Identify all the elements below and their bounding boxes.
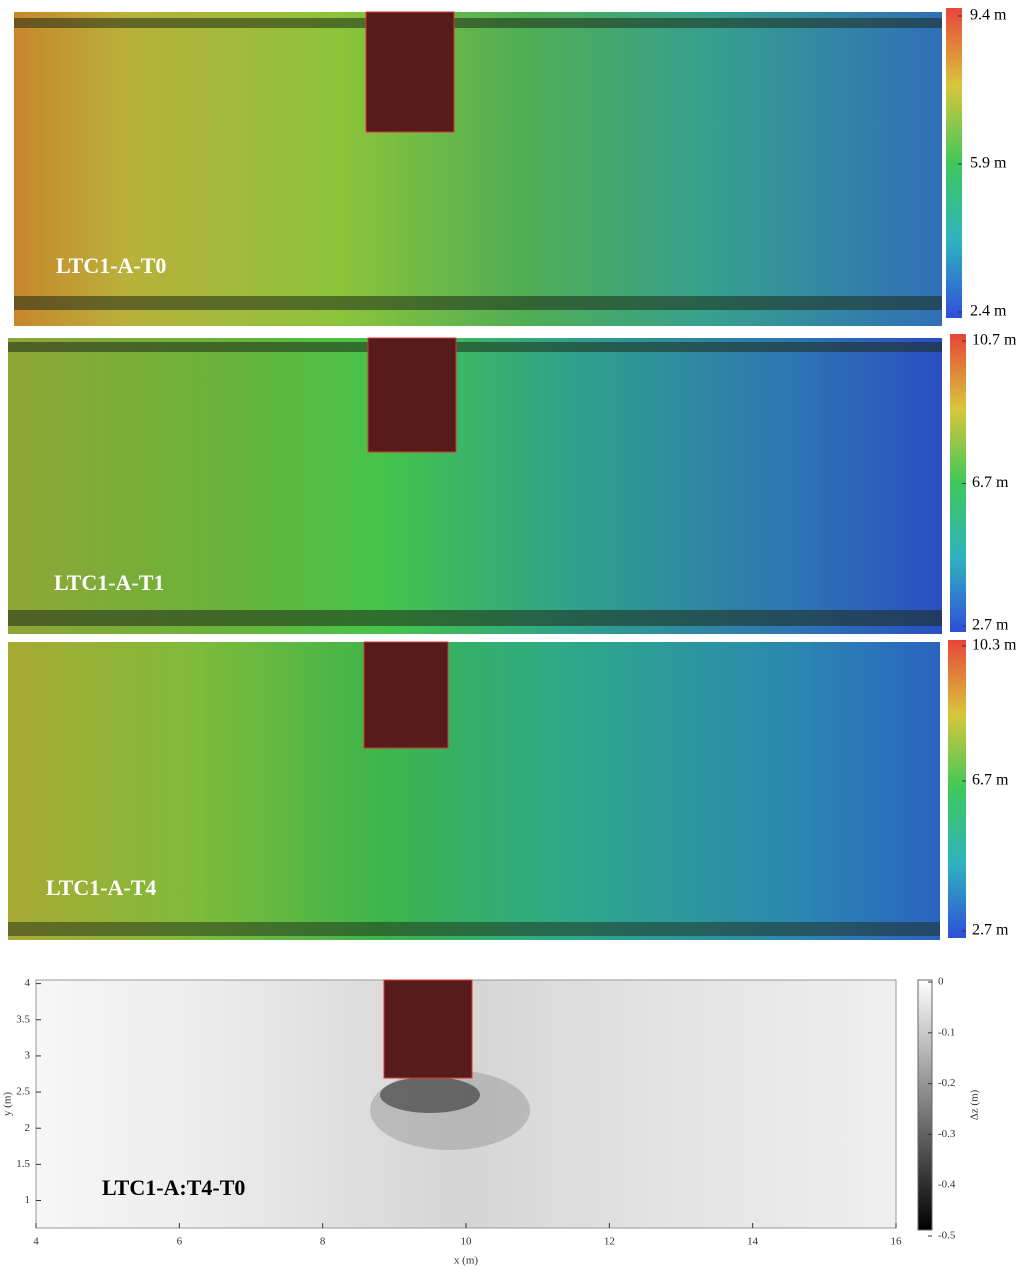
- x-tick-label: 16: [891, 1236, 903, 1248]
- y-tick-label: 1: [25, 1194, 31, 1206]
- edge-band: [8, 342, 942, 352]
- colorbar-tick-label: -0.1: [938, 1026, 955, 1038]
- structure: [384, 980, 472, 1078]
- y-tick-label: 2.5: [16, 1086, 30, 1098]
- y-tick-label: 2: [25, 1122, 31, 1134]
- colorbar-tick-label: 6.7 m: [972, 474, 1009, 491]
- edge-band: [14, 296, 942, 310]
- colorbar-tick-label: 2.4 m: [970, 303, 1007, 320]
- colorbar-tick-label: 9.4 m: [970, 7, 1007, 24]
- erosion-patch: [380, 1077, 480, 1113]
- structure: [368, 338, 456, 452]
- y-tick-label: 4: [25, 977, 31, 989]
- structure: [364, 642, 448, 748]
- y-axis-label: y (m): [2, 1092, 14, 1116]
- colorbar-tick-label: 10.7 m: [972, 332, 1017, 349]
- y-tick-label: 3.5: [16, 1013, 30, 1025]
- x-axis-label: x (m): [454, 1255, 478, 1267]
- edge-band: [14, 18, 942, 28]
- elevation-map: [14, 12, 942, 326]
- panel-label: LTC1-A-T0: [56, 253, 166, 278]
- structure: [366, 12, 454, 132]
- x-tick-label: 4: [33, 1236, 39, 1248]
- x-tick-label: 14: [747, 1236, 759, 1248]
- x-tick-label: 6: [177, 1236, 183, 1248]
- edge-band: [8, 610, 942, 626]
- colorbar-tick-label: -0.4: [938, 1179, 956, 1191]
- edge-band: [8, 922, 940, 936]
- x-tick-label: 8: [320, 1236, 326, 1248]
- panel-label: LTC1-A:T4-T0: [102, 1175, 245, 1200]
- colorbar-tick-label: -0.5: [938, 1230, 956, 1242]
- colorbar-tick-label: 2.7 m: [972, 617, 1009, 634]
- colorbar-tick-label: -0.2: [938, 1077, 955, 1089]
- colorbar: [918, 980, 932, 1230]
- figure: LTC1-A-T0 LTC1-A-T1 LTC1-A-T4 LTC1-A:T4-…: [0, 0, 1031, 1270]
- x-tick-label: 12: [604, 1236, 615, 1248]
- x-tick-label: 10: [461, 1236, 473, 1248]
- colorbar-tick-label: 2.7 m: [972, 922, 1009, 939]
- colorbar-tick-label: 6.7 m: [972, 772, 1009, 789]
- colorbar: [948, 640, 966, 938]
- panel-label: LTC1-A-T1: [54, 570, 164, 595]
- colorbar: [946, 8, 962, 318]
- colorbar-tick-label: 0: [938, 976, 944, 988]
- y-tick-label: 1.5: [16, 1158, 30, 1170]
- y-tick-label: 3: [25, 1049, 31, 1061]
- colorbar-tick-label: 5.9 m: [970, 155, 1007, 172]
- colorbar-tick-label: -0.3: [938, 1128, 956, 1140]
- panel-label: LTC1-A-T4: [46, 875, 156, 900]
- colorbar-label: Δz (m): [969, 1089, 981, 1120]
- colorbar-tick-label: 10.3 m: [972, 637, 1017, 654]
